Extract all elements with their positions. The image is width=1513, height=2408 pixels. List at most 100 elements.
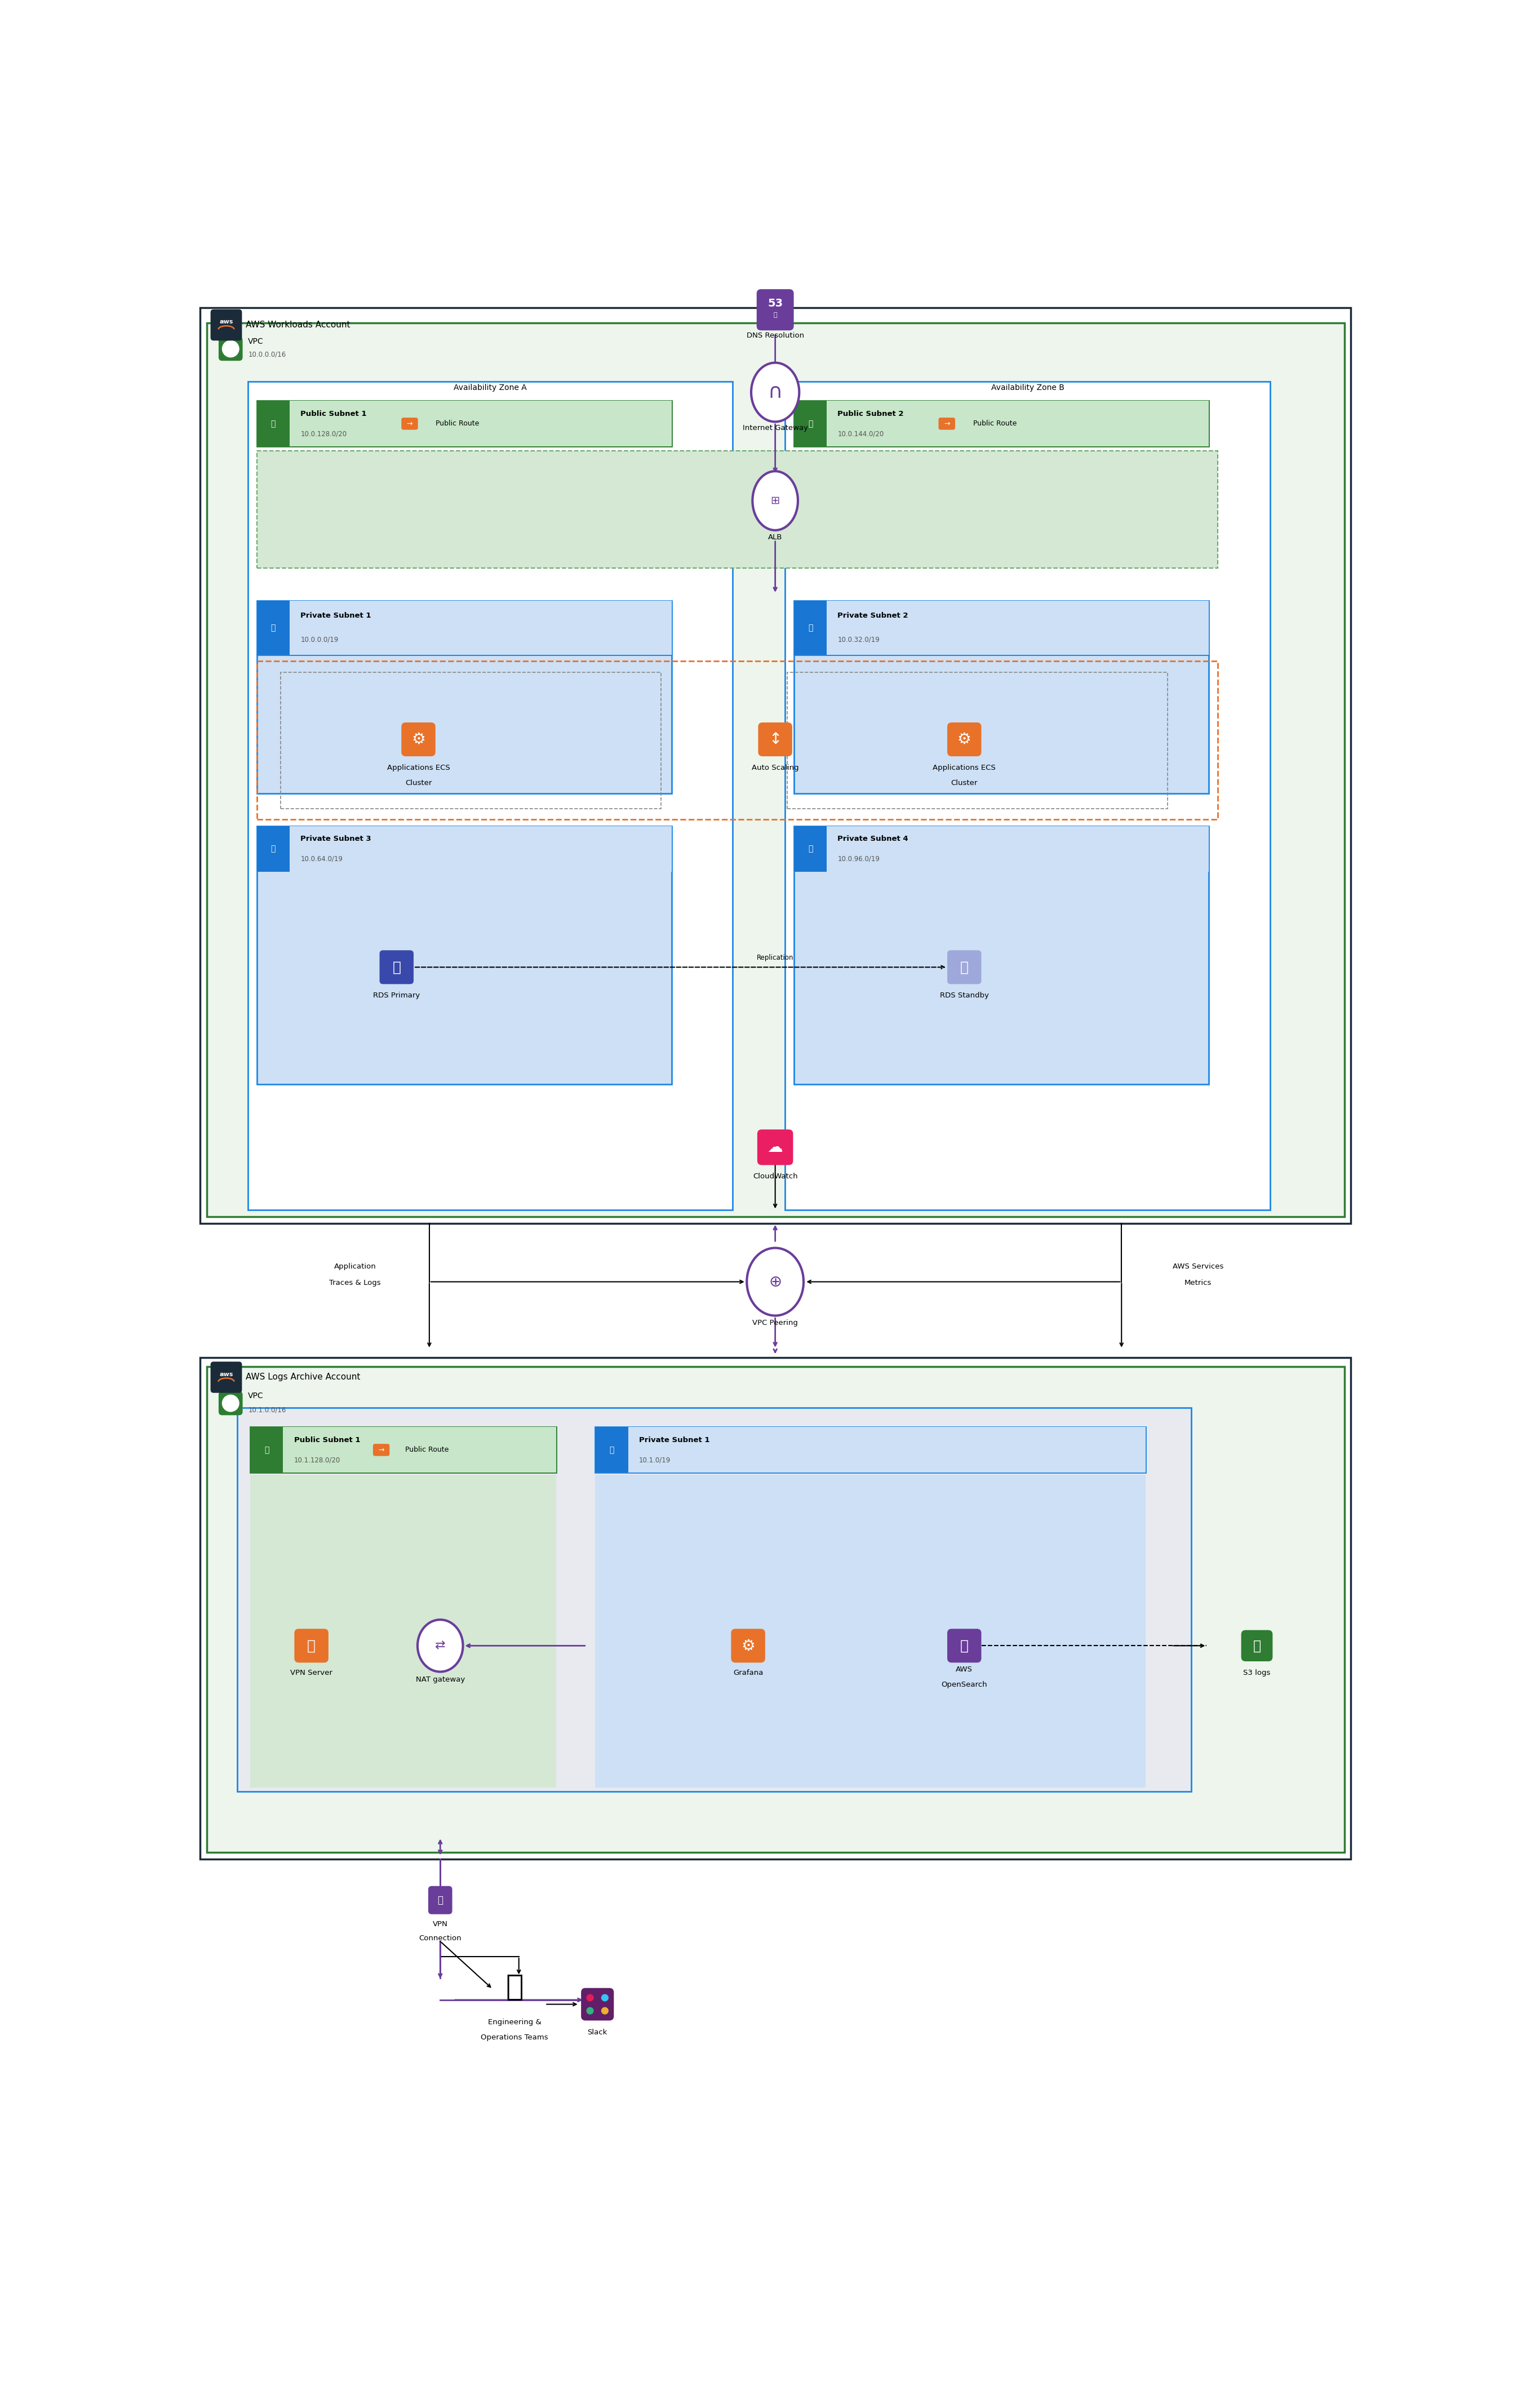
Text: 🪣: 🪣 bbox=[1253, 1640, 1260, 1652]
Text: Application: Application bbox=[334, 1262, 377, 1271]
Text: aws: aws bbox=[219, 320, 233, 325]
Text: Private Subnet 3: Private Subnet 3 bbox=[301, 836, 371, 843]
Text: Cluster: Cluster bbox=[405, 780, 431, 787]
FancyBboxPatch shape bbox=[428, 1885, 452, 1914]
Bar bbox=[257, 600, 672, 655]
Text: Replication: Replication bbox=[756, 954, 794, 961]
Bar bbox=[250, 1428, 283, 1474]
Ellipse shape bbox=[747, 1247, 803, 1315]
FancyBboxPatch shape bbox=[210, 308, 242, 340]
Text: ALB: ALB bbox=[769, 535, 782, 542]
Circle shape bbox=[587, 1994, 593, 2001]
Text: S3 logs: S3 logs bbox=[1244, 1669, 1271, 1676]
Bar bbox=[257, 400, 672, 445]
Text: ☁: ☁ bbox=[227, 342, 235, 352]
Text: 10.1.0.0/16: 10.1.0.0/16 bbox=[248, 1406, 286, 1413]
Bar bbox=[257, 826, 289, 872]
FancyBboxPatch shape bbox=[295, 1628, 328, 1662]
Text: 10.0.144.0/20: 10.0.144.0/20 bbox=[838, 431, 884, 438]
Text: 🗄: 🗄 bbox=[961, 961, 968, 973]
Text: VPC: VPC bbox=[248, 337, 263, 344]
FancyBboxPatch shape bbox=[401, 417, 418, 429]
Bar bbox=[200, 308, 1351, 1223]
Text: ↕: ↕ bbox=[769, 732, 782, 746]
Text: 🔒: 🔒 bbox=[808, 419, 812, 429]
Text: Slack: Slack bbox=[587, 2030, 607, 2037]
Bar bbox=[785, 380, 1269, 1211]
Circle shape bbox=[601, 1994, 608, 2001]
Text: AWS Services: AWS Services bbox=[1173, 1262, 1224, 1271]
Text: Grafana: Grafana bbox=[734, 1669, 763, 1676]
Text: Connection: Connection bbox=[419, 1934, 461, 1941]
FancyBboxPatch shape bbox=[947, 722, 982, 756]
Bar bbox=[248, 380, 732, 1211]
Circle shape bbox=[601, 2008, 608, 2015]
Text: ⚙: ⚙ bbox=[412, 732, 425, 746]
Text: 🔬: 🔬 bbox=[961, 1640, 968, 1652]
FancyBboxPatch shape bbox=[210, 1361, 242, 1392]
FancyBboxPatch shape bbox=[1241, 1630, 1272, 1662]
Text: 🔒: 🔒 bbox=[610, 1445, 614, 1454]
Text: ⇄: ⇄ bbox=[436, 1640, 445, 1652]
Ellipse shape bbox=[418, 1621, 463, 1671]
Text: AWS: AWS bbox=[956, 1666, 973, 1674]
Text: Engineering &: Engineering & bbox=[487, 2018, 542, 2025]
Text: 10.0.32.0/19: 10.0.32.0/19 bbox=[838, 636, 879, 643]
Text: RDS Primary: RDS Primary bbox=[374, 992, 421, 999]
Text: 🔒: 🔒 bbox=[808, 845, 812, 852]
Bar bbox=[595, 1474, 1145, 1787]
Text: 10.1.0/19: 10.1.0/19 bbox=[638, 1457, 670, 1464]
Circle shape bbox=[587, 2008, 593, 2015]
Bar bbox=[257, 655, 672, 795]
Bar bbox=[794, 826, 1209, 1084]
Text: Availability Zone B: Availability Zone B bbox=[991, 383, 1064, 393]
Bar bbox=[794, 400, 1209, 445]
Text: 53: 53 bbox=[767, 299, 782, 308]
Text: Cluster: Cluster bbox=[952, 780, 977, 787]
Text: Public Subnet 1: Public Subnet 1 bbox=[294, 1435, 360, 1442]
Ellipse shape bbox=[750, 364, 799, 421]
Bar bbox=[250, 1428, 555, 1474]
Text: aws: aws bbox=[219, 1373, 233, 1377]
FancyBboxPatch shape bbox=[758, 1129, 793, 1165]
Text: 🔒: 🔒 bbox=[271, 419, 275, 429]
Text: Operations Teams: Operations Teams bbox=[481, 2035, 548, 2042]
FancyBboxPatch shape bbox=[947, 951, 982, 985]
Text: Applications ECS: Applications ECS bbox=[934, 763, 996, 771]
Text: Metrics: Metrics bbox=[1185, 1279, 1212, 1286]
Text: DNS Resolution: DNS Resolution bbox=[746, 332, 803, 340]
Text: Traces & Logs: Traces & Logs bbox=[330, 1279, 381, 1286]
Text: ⚙: ⚙ bbox=[958, 732, 971, 746]
Bar bbox=[200, 1358, 1351, 1859]
Text: 🔒: 🔒 bbox=[228, 1404, 231, 1409]
Text: Private Subnet 4: Private Subnet 4 bbox=[838, 836, 908, 843]
Bar bbox=[257, 826, 672, 872]
Circle shape bbox=[222, 340, 239, 356]
Text: 🔒: 🔒 bbox=[265, 1445, 269, 1454]
Bar bbox=[794, 655, 1209, 795]
Text: Public Subnet 1: Public Subnet 1 bbox=[301, 409, 366, 417]
FancyBboxPatch shape bbox=[756, 289, 794, 330]
FancyBboxPatch shape bbox=[401, 722, 436, 756]
Bar bbox=[794, 400, 826, 445]
Bar bbox=[794, 400, 1209, 445]
Bar bbox=[257, 400, 289, 445]
Bar bbox=[595, 1428, 1145, 1474]
Text: RDS Standby: RDS Standby bbox=[940, 992, 990, 999]
Bar bbox=[794, 600, 1209, 655]
Text: 🔒: 🔒 bbox=[437, 1895, 443, 1905]
Bar bbox=[595, 1428, 628, 1474]
Text: 👥: 👥 bbox=[505, 1972, 523, 2001]
FancyBboxPatch shape bbox=[758, 722, 793, 756]
Text: NAT gateway: NAT gateway bbox=[416, 1676, 464, 1683]
Text: Private Subnet 2: Private Subnet 2 bbox=[838, 612, 908, 619]
Text: 🔒: 🔒 bbox=[271, 845, 275, 852]
FancyBboxPatch shape bbox=[218, 1392, 242, 1416]
Text: →: → bbox=[407, 419, 413, 426]
Text: ☁: ☁ bbox=[227, 1397, 235, 1406]
Text: VPN Server: VPN Server bbox=[290, 1669, 333, 1676]
Text: →: → bbox=[944, 419, 950, 426]
Text: Private Subnet 1: Private Subnet 1 bbox=[301, 612, 371, 619]
Bar bbox=[281, 672, 661, 809]
Text: 10.0.128.0/20: 10.0.128.0/20 bbox=[301, 431, 346, 438]
